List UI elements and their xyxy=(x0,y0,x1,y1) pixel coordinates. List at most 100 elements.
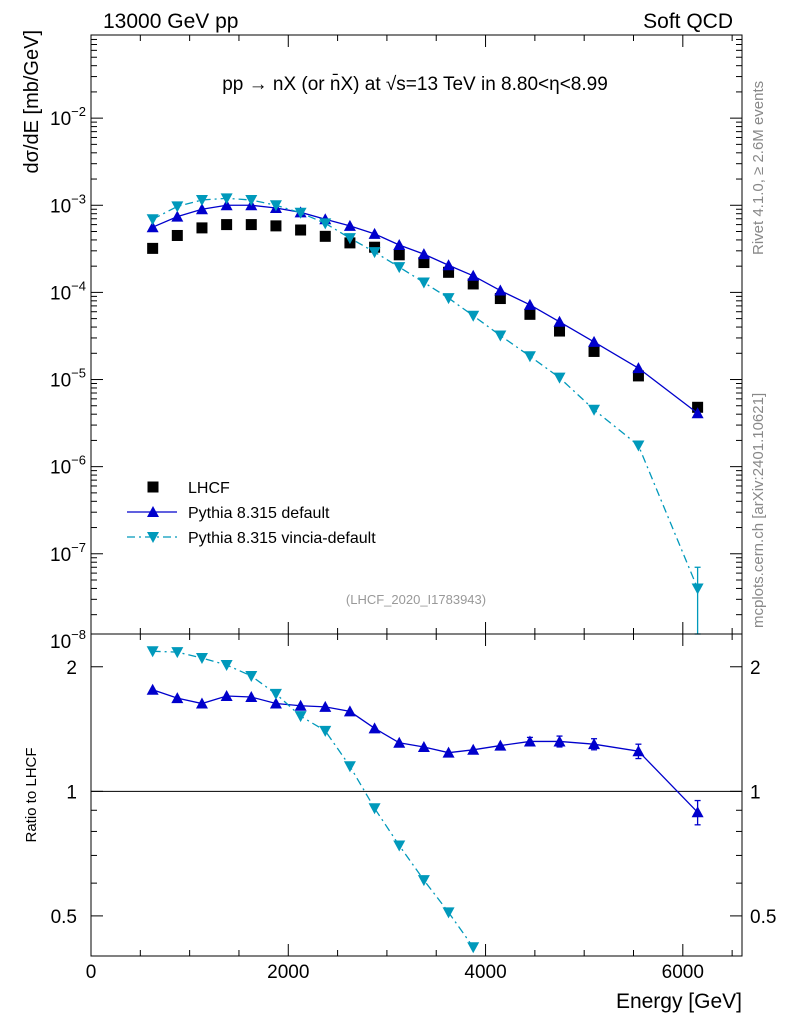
main-data-point xyxy=(294,207,307,219)
header-right-label: Soft QCD xyxy=(643,10,733,33)
main-data-point xyxy=(368,227,381,239)
main-data-point xyxy=(368,247,381,259)
main-data-point xyxy=(195,194,208,206)
main-data-point xyxy=(588,335,601,347)
ratio-data-point xyxy=(171,692,184,704)
main-data-point xyxy=(417,248,430,260)
main-y-tick-label: 10−5 xyxy=(50,366,86,392)
ratio-series-1 xyxy=(146,646,480,954)
legend: LHCF Pythia 8.315 default Pythia 8.315 vin… xyxy=(127,480,376,547)
ratio-data-point xyxy=(245,691,258,703)
main-data-point xyxy=(632,440,645,452)
ratio-data-point xyxy=(146,683,159,695)
main-data-point xyxy=(343,233,356,245)
ratio-data-point xyxy=(442,746,455,758)
main-data-point xyxy=(393,238,406,250)
legend-marker xyxy=(147,506,159,517)
main-data-point xyxy=(195,203,208,215)
ratio-plot-frame xyxy=(90,633,743,957)
main-data-point xyxy=(691,583,704,595)
ratio-series-line xyxy=(152,650,474,948)
main-data-point xyxy=(245,219,257,231)
ratio-data-point xyxy=(368,803,381,815)
x-axis-label: Energy [GeV] xyxy=(616,990,742,1013)
ratio-data-point xyxy=(467,743,480,755)
ratio-data-point xyxy=(632,745,645,757)
main-data-point xyxy=(196,222,208,234)
legend-label: Pythia 8.315 vincia-default xyxy=(188,530,376,547)
main-y-axis: 10−8 10−7 10−6 10−5 10−4 10−3 10−2 xyxy=(50,34,742,653)
main-data-point xyxy=(393,249,405,261)
main-data-point xyxy=(417,277,430,289)
ratio-y-axis: 0.5 0.5 1 1 2 2 xyxy=(51,658,776,957)
ratio-data-point xyxy=(269,697,282,709)
ratio-y-tick-label: 2 xyxy=(66,658,77,679)
ratio-data-point xyxy=(523,735,536,747)
main-y-tick-label: 10−4 xyxy=(50,278,86,304)
main-data-point xyxy=(553,315,566,327)
ratio-data-point xyxy=(195,697,208,709)
main-data-point xyxy=(467,278,479,290)
ratio-y-tick-label: 1 xyxy=(750,782,761,803)
main-y-tick-label: 10−7 xyxy=(50,540,86,566)
ratio-y-tick-label: 0.5 xyxy=(750,907,776,928)
main-data-point xyxy=(295,224,307,236)
ratio-y-axis-label: Ratio to LHCF xyxy=(23,747,40,842)
x-tick-label: 6000 xyxy=(662,962,704,983)
x-tick-label: 0 xyxy=(86,962,97,983)
main-data-point xyxy=(632,370,644,382)
ratio-data-point xyxy=(691,806,704,818)
ratio-data-point xyxy=(343,761,356,773)
ratio-data-point xyxy=(442,907,455,919)
main-data-point xyxy=(319,218,332,230)
ratio-data-point xyxy=(343,705,356,717)
ratio-data-point xyxy=(417,740,430,752)
ratio-data-point xyxy=(494,739,507,751)
main-data-point xyxy=(220,199,233,211)
main-y-tick-label: 10−2 xyxy=(50,104,86,130)
main-data-point xyxy=(147,242,159,254)
main-data-point xyxy=(524,308,536,320)
main-y-tick-label: 10−6 xyxy=(50,453,86,479)
main-data-point xyxy=(343,219,356,231)
ratio-data-point xyxy=(319,700,332,712)
rivet-label: Rivet 4.1.0, ≥ 2.6M events xyxy=(750,81,767,255)
main-data-point xyxy=(171,210,184,222)
main-data-point xyxy=(588,345,600,357)
ratio-data-point xyxy=(146,646,159,658)
ratio-data-point xyxy=(417,875,430,887)
main-series-group xyxy=(146,193,704,635)
main-data-point xyxy=(691,407,704,419)
main-data-point xyxy=(269,200,282,212)
main-data-point xyxy=(418,257,430,269)
chart-title: pp → nX (or n̄X) at √s=13 TeV in 8.80<η<… xyxy=(222,74,608,95)
main-data-point xyxy=(632,362,645,374)
ratio-data-point xyxy=(393,840,406,852)
main-data-point xyxy=(523,298,536,310)
legend-marker xyxy=(147,532,159,543)
main-series-2 xyxy=(146,193,704,635)
ratio-data-point xyxy=(368,722,381,734)
main-data-point xyxy=(442,259,455,271)
ratio-series-group xyxy=(146,646,704,954)
main-data-point xyxy=(146,221,159,233)
main-panel: 10−8 10−7 10−6 10−5 10−4 10−3 10−2 pp → nX (or… xyxy=(21,30,743,653)
ratio-data-point xyxy=(319,725,332,737)
legend-label: Pythia 8.315 default xyxy=(188,505,330,522)
main-data-point xyxy=(270,220,282,232)
main-data-point xyxy=(393,262,406,274)
main-data-point xyxy=(171,229,183,241)
main-data-point xyxy=(245,194,258,206)
main-data-point xyxy=(221,219,233,231)
ratio-data-point xyxy=(245,670,258,682)
main-data-point xyxy=(443,266,455,278)
main-data-point xyxy=(467,269,480,281)
main-data-point xyxy=(588,404,601,416)
main-y-tick-label: 10−3 xyxy=(50,191,86,217)
ratio-y-tick-label: 2 xyxy=(750,658,761,679)
main-data-point xyxy=(442,293,455,305)
main-data-point xyxy=(494,330,507,342)
main-series-0 xyxy=(147,219,704,413)
ratio-series-line xyxy=(152,689,699,813)
